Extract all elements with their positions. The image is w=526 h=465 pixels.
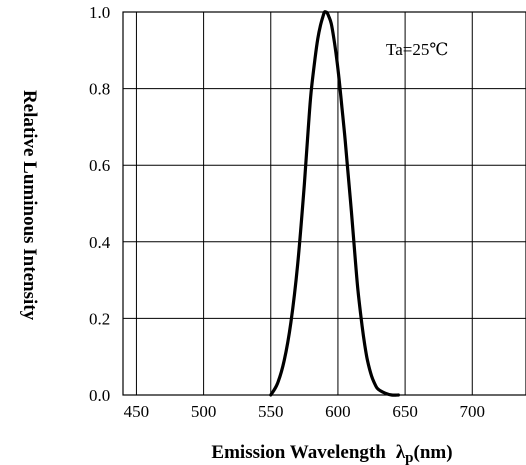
x-axis-lambda-subscript: p — [405, 450, 413, 465]
series-emission-curve — [269, 10, 400, 397]
x-tick-label: 450 — [124, 402, 150, 421]
x-tick-label: 650 — [392, 402, 418, 421]
y-axis-title: Relative Luminous Intensity — [19, 90, 40, 321]
y-tick-label: 0.6 — [89, 156, 110, 175]
x-tick-label: 600 — [325, 402, 351, 421]
y-tick-label: 0.4 — [89, 233, 111, 252]
x-axis-unit: (nm) — [414, 442, 453, 463]
y-tick-label: 1.0 — [89, 3, 110, 22]
plot-frame — [122, 11, 526, 396]
horizontal-gridlines — [123, 11, 526, 396]
x-tick-label: 700 — [460, 402, 486, 421]
x-axis-lambda-symbol: λ — [396, 442, 406, 463]
y-tick-label: 0.2 — [89, 309, 110, 328]
y-tick-labels: 0.0 0.2 0.4 0.6 0.8 1.0 — [89, 3, 111, 405]
x-axis-title-text: Emission Wavelength — [211, 442, 386, 463]
x-tick-label: 550 — [258, 402, 284, 421]
x-axis-title: Emission Wavelength λp(nm) — [211, 442, 452, 465]
y-tick-label: 0.0 — [89, 386, 110, 405]
temperature-annotation: Ta=25℃ — [386, 40, 448, 59]
y-tick-label: 0.8 — [89, 80, 110, 99]
x-tick-labels: 450 500 550 600 650 700 — [124, 402, 485, 421]
x-tick-label: 500 — [191, 402, 217, 421]
